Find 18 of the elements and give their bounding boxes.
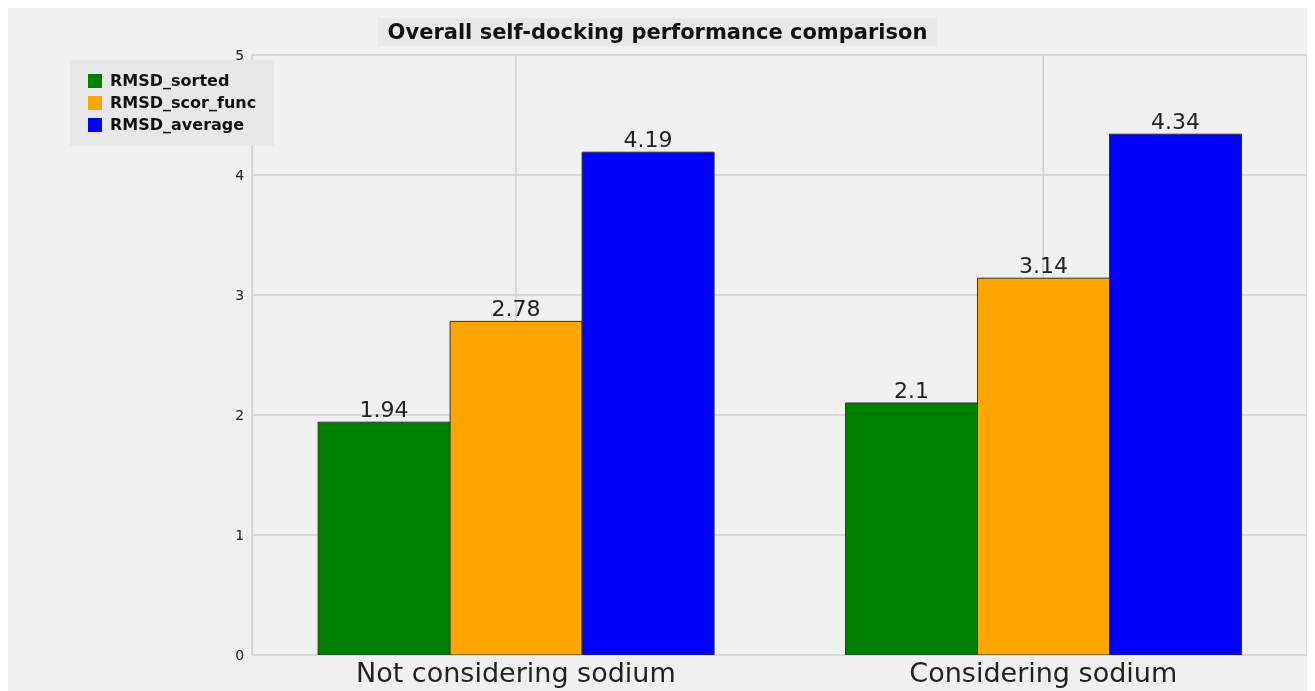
y-tick-label: 2 (235, 406, 245, 423)
chart-title: Overall self-docking performance comparison (377, 18, 938, 46)
legend-label: RMSD_sorted (110, 70, 230, 92)
data-label: 3.14 (1019, 253, 1068, 279)
data-label: 4.19 (623, 127, 673, 153)
data-label: 1.94 (359, 397, 409, 423)
x-tick-label: Not considering sodium (356, 657, 676, 689)
y-tick-label: 1 (235, 526, 245, 543)
data-label: 4.34 (1151, 109, 1200, 135)
data-label: 2.78 (491, 296, 541, 322)
legend-label: RMSD_scor_func (110, 92, 257, 114)
y-tick-label: 0 (235, 646, 245, 663)
data-label: 2.1 (894, 378, 930, 403)
legend-label: RMSD_average (110, 114, 245, 136)
y-tick-label: 3 (235, 286, 245, 303)
y-tick-label: 4 (235, 166, 245, 183)
y-tick-label: 5 (235, 46, 245, 63)
x-tick-label: Considering sodium (909, 657, 1178, 689)
